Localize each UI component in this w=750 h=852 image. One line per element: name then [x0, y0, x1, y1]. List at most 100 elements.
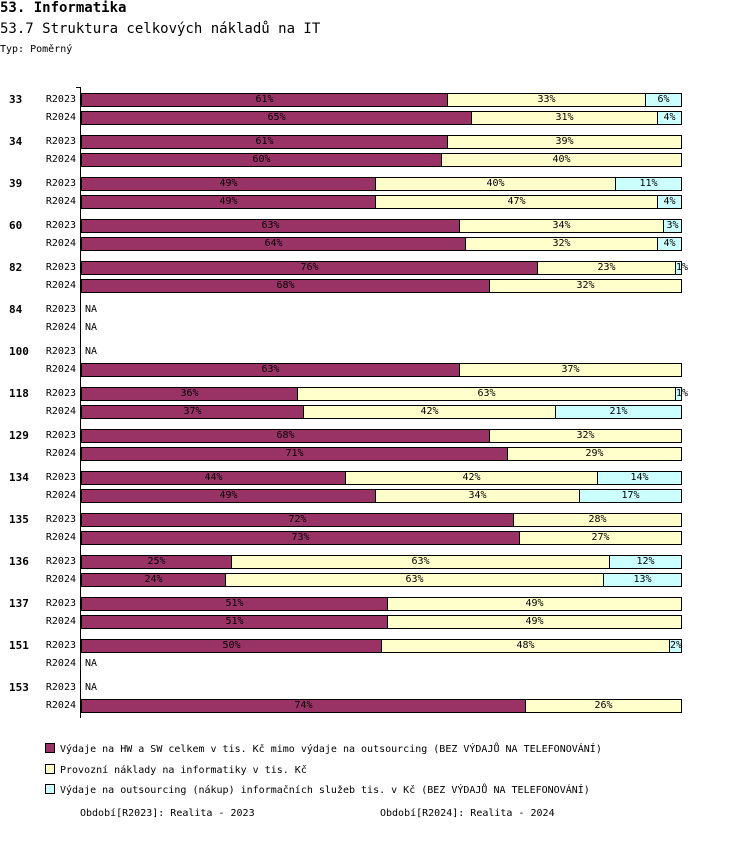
period-label: R2024 — [45, 532, 76, 543]
bar-segment-2: 31% — [471, 111, 658, 125]
bar-segment-3: 14% — [597, 471, 682, 485]
period-label: R2024 — [45, 658, 76, 669]
bar-segment-1: 63% — [81, 219, 460, 233]
period-label: R2023 — [45, 388, 76, 399]
legend-label: Výdaje na HW a SW celkem v tis. Kč mimo … — [60, 744, 602, 755]
period-label: R2023 — [45, 346, 76, 357]
group-label: 134 — [9, 471, 29, 484]
na-label: NA — [85, 682, 98, 693]
bar-segment-2: 23% — [537, 261, 676, 275]
bar-segment-2: 32% — [489, 279, 682, 293]
bar-segment-2: 42% — [303, 405, 556, 419]
period-label: R2023 — [45, 430, 76, 441]
bar-segment-3: 2% — [669, 639, 683, 653]
legend-label: Provozní náklady na informatiky v tis. K… — [60, 765, 307, 776]
legend-item-hw-sw: Výdaje na HW a SW celkem v tis. Kč mimo … — [45, 743, 602, 756]
y-axis-line — [80, 87, 81, 718]
na-label: NA — [85, 304, 98, 315]
group-label: 34 — [9, 135, 23, 148]
bar-segment-3: 4% — [657, 111, 682, 125]
bar-segment-1: 25% — [81, 555, 232, 569]
bar-segment-1: 64% — [81, 237, 466, 251]
group-label: 129 — [9, 429, 29, 442]
period-label: R2023 — [45, 136, 76, 147]
bar-segment-3: 4% — [657, 237, 682, 251]
group-label: 60 — [9, 219, 23, 232]
bar-segment-1: 49% — [81, 195, 376, 209]
section-title: 53. Informatika — [0, 0, 127, 16]
group-label: 136 — [9, 555, 29, 568]
legend-swatch — [45, 784, 55, 794]
group-label: 151 — [9, 639, 29, 652]
period-label: R2024 — [45, 280, 76, 291]
bar-segment-2: 34% — [375, 489, 580, 503]
bar-segment-1: 37% — [81, 405, 304, 419]
bar-segment-1: 44% — [81, 471, 346, 485]
legend-item-outsourcing: Výdaje na outsourcing (nákup) informační… — [45, 784, 590, 797]
period-label: R2023 — [45, 682, 76, 693]
bar-segment-1: 65% — [81, 111, 472, 125]
bar-segment-2: 28% — [513, 513, 682, 527]
bar-segment-1: 71% — [81, 447, 508, 461]
legend-swatch — [45, 764, 55, 774]
na-label: NA — [85, 658, 98, 669]
period-label: R2023 — [45, 556, 76, 567]
group-label: 100 — [9, 345, 29, 358]
bar-segment-2: 29% — [507, 447, 682, 461]
bar-segment-3: 1% — [675, 261, 689, 275]
period-label: R2024 — [45, 112, 76, 123]
period-label: R2023 — [45, 220, 76, 231]
na-label: NA — [85, 322, 98, 333]
period-label: R2023 — [45, 472, 76, 483]
bar-segment-2: 49% — [387, 615, 682, 629]
bar-segment-1: 60% — [81, 153, 442, 167]
bar-segment-2: 37% — [459, 363, 682, 377]
stacked-bar-chart: 33 R2023 61% 33% 6% R2024 65% 31% 4% 34 R2023 61% 39… — [9, 87, 689, 718]
y-axis-tick — [76, 87, 81, 88]
period-r2023-note: Období[R2023]: Realita - 2023 — [80, 808, 255, 819]
bar-segment-1: 49% — [81, 177, 376, 191]
period-label: R2023 — [45, 94, 76, 105]
period-label: R2024 — [45, 238, 76, 249]
bar-segment-2: 32% — [489, 429, 682, 443]
period-label: R2023 — [45, 262, 76, 273]
period-label: R2023 — [45, 640, 76, 651]
bar-segment-2: 34% — [459, 219, 664, 233]
group-label: 82 — [9, 261, 23, 274]
legend-label: Výdaje na outsourcing (nákup) informační… — [60, 785, 590, 796]
bar-segment-3: 21% — [555, 405, 682, 419]
bar-segment-2: 40% — [375, 177, 616, 191]
period-label: R2024 — [45, 574, 76, 585]
period-label: R2023 — [45, 598, 76, 609]
period-label: R2024 — [45, 490, 76, 501]
bar-segment-2: 27% — [519, 531, 682, 545]
bar-segment-1: 63% — [81, 363, 460, 377]
na-label: NA — [85, 346, 98, 357]
group-label: 153 — [9, 681, 29, 694]
group-label: 84 — [9, 303, 23, 316]
bar-segment-1: 72% — [81, 513, 514, 527]
group-label: 118 — [9, 387, 29, 400]
period-label: R2024 — [45, 616, 76, 627]
period-r2024-note: Období[R2024]: Realita - 2024 — [380, 808, 555, 819]
bar-segment-3: 13% — [603, 573, 682, 587]
period-label: R2024 — [45, 154, 76, 165]
bar-segment-3: 11% — [615, 177, 682, 191]
group-label: 137 — [9, 597, 29, 610]
bar-segment-2: 63% — [231, 555, 610, 569]
period-label: R2024 — [45, 448, 76, 459]
bar-segment-2: 39% — [447, 135, 682, 149]
chart-type-label: Typ: Poměrný — [0, 44, 73, 55]
bar-segment-2: 32% — [465, 237, 658, 251]
bar-segment-1: 49% — [81, 489, 376, 503]
bar-segment-1: 36% — [81, 387, 298, 401]
group-label: 39 — [9, 177, 23, 190]
period-label: R2024 — [45, 364, 76, 375]
bar-segment-3: 12% — [609, 555, 682, 569]
bar-segment-1: 74% — [81, 699, 526, 713]
period-label: R2023 — [45, 178, 76, 189]
period-label: R2023 — [45, 304, 76, 315]
bar-segment-3: 4% — [657, 195, 682, 209]
legend-swatch — [45, 743, 55, 753]
bar-segment-2: 26% — [525, 699, 682, 713]
